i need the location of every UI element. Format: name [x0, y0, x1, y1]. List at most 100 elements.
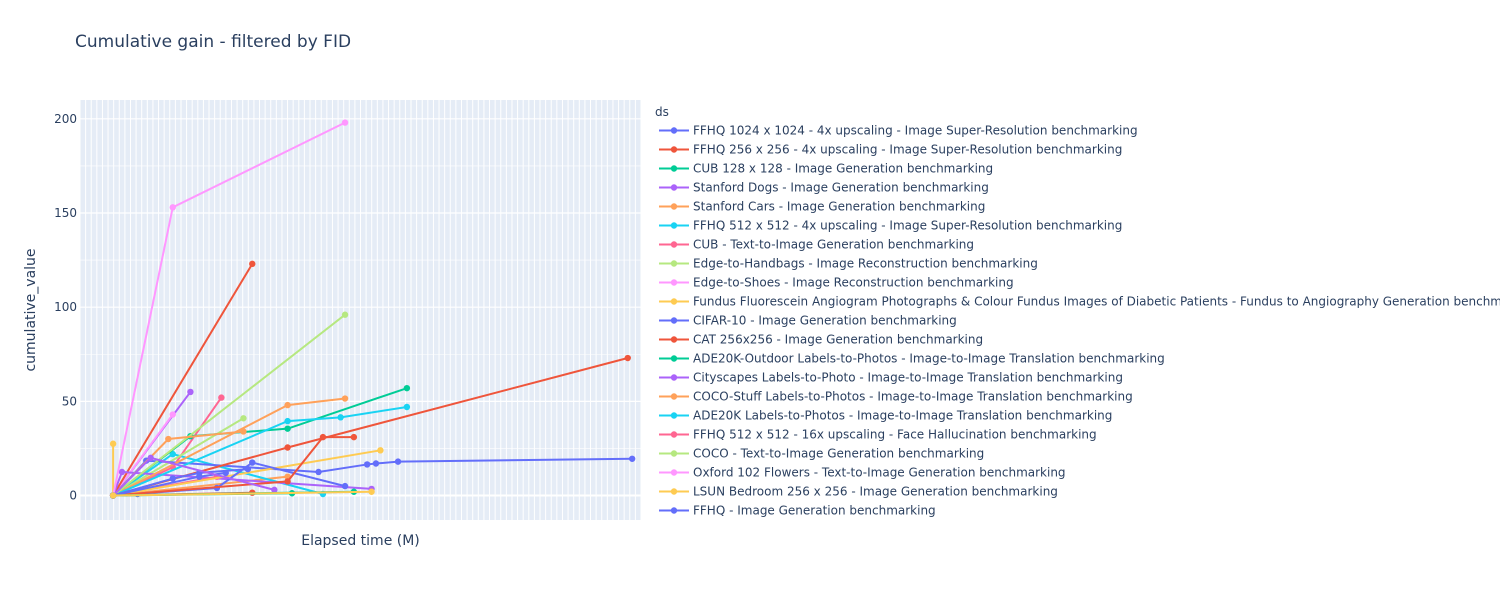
legend-label: FFHQ 1024 x 1024 - 4x upscaling - Image …	[693, 124, 1138, 138]
series-layer	[109, 119, 636, 499]
legend[interactable]: ds FFHQ 1024 x 1024 - 4x upscaling - Imag…	[655, 105, 1500, 518]
data-point	[403, 384, 411, 392]
y-tick-label: 150	[54, 206, 77, 220]
legend-marker	[670, 393, 678, 400]
data-point	[169, 450, 176, 458]
legend-marker	[670, 412, 678, 419]
legend-item[interactable]: FFHQ - Image Generation benchmarking	[659, 504, 936, 518]
legend-item[interactable]: COCO - Text-to-Image Generation benchmar…	[659, 447, 984, 461]
series-line	[112, 449, 381, 497]
series-line	[112, 406, 408, 497]
axes: 0 50 100 150 200 Elapsed time (M) cumulative_v…	[23, 112, 420, 549]
data-point	[284, 425, 291, 432]
legend-label: Stanford Cars - Image Generation benchma…	[693, 200, 985, 214]
legend-item[interactable]: FFHQ 256 x 256 - 4x upscaling - Image Su…	[659, 143, 1122, 157]
legend-marker	[670, 507, 678, 514]
legend-label: FFHQ 256 x 256 - 4x upscaling - Image Su…	[693, 143, 1122, 157]
legend-label: FFHQ 512 x 512 - 16x upscaling - Face Ha…	[693, 428, 1097, 442]
legend-item[interactable]: CIFAR-10 - Image Generation benchmarking	[659, 314, 957, 328]
legend-marker	[670, 431, 678, 438]
legend-label: COCO-Stuff Labels-to-Photos - Image-to-I…	[693, 390, 1133, 404]
legend-label: Edge-to-Shoes - Image Reconstruction ben…	[693, 276, 1014, 290]
data-point	[624, 354, 631, 362]
legend-marker	[670, 241, 678, 248]
data-point	[169, 475, 176, 482]
legend-label: CUB 128 x 128 - Image Generation benchma…	[693, 162, 993, 176]
data-point	[109, 492, 117, 499]
data-point	[284, 478, 291, 485]
legend-label: FFHQ - Image Generation benchmarking	[693, 504, 936, 518]
x-axis-title: Elapsed time (M)	[301, 533, 420, 549]
data-point	[372, 460, 380, 467]
legend-label: LSUN Bedroom 256 x 256 - Image Generatio…	[693, 485, 1058, 499]
legend-item[interactable]: Oxford 102 Flowers - Text-to-Image Gener…	[659, 466, 1066, 480]
data-point	[315, 468, 322, 476]
y-axis-title: cumulative_value	[23, 248, 39, 371]
y-tick-label: 100	[54, 300, 77, 314]
legend-item[interactable]: Stanford Cars - Image Generation benchma…	[659, 200, 985, 214]
legend-label: Edge-to-Handbags - Image Reconstruction …	[693, 257, 1038, 271]
y-tick-label: 200	[54, 112, 77, 126]
legend-item[interactable]: FFHQ 1024 x 1024 - 4x upscaling - Image …	[659, 124, 1138, 138]
legend-item[interactable]: Fundus Fluorescein Angiogram Photographs…	[659, 295, 1500, 309]
data-point	[368, 488, 375, 495]
data-point	[341, 395, 349, 402]
legend-item[interactable]: CAT 256x256 - Image Generation benchmark…	[659, 333, 983, 347]
data-point	[284, 401, 291, 409]
data-point	[377, 447, 384, 454]
legend-item[interactable]: COCO-Stuff Labels-to-Photos - Image-to-I…	[659, 390, 1133, 404]
legend-item[interactable]: Cityscapes Labels-to-Photo - Image-to-Im…	[659, 371, 1123, 385]
legend-marker	[670, 222, 678, 229]
legend-item[interactable]: FFHQ 512 x 512 - 16x upscaling - Face Ha…	[659, 428, 1097, 442]
legend-item[interactable]: FFHQ 512 x 512 - 4x upscaling - Image Su…	[659, 219, 1122, 233]
legend-item[interactable]: CUB 128 x 128 - Image Generation benchma…	[659, 162, 993, 176]
y-tick-label: 0	[69, 489, 77, 503]
data-point	[169, 411, 176, 418]
legend-label: ADE20K Labels-to-Photos - Image-to-Image…	[693, 409, 1112, 423]
legend-label: FFHQ 512 x 512 - 4x upscaling - Image Su…	[693, 219, 1122, 233]
legend-item[interactable]: ADE20K-Outdoor Labels-to-Photos - Image-…	[659, 352, 1165, 366]
data-point	[196, 473, 203, 480]
legend-label: COCO - Text-to-Image Generation benchmar…	[693, 447, 984, 461]
legend-marker	[670, 488, 678, 495]
series-line	[112, 413, 174, 497]
legend-item[interactable]: ADE20K Labels-to-Photos - Image-to-Image…	[659, 409, 1112, 423]
legend-item[interactable]: LSUN Bedroom 256 x 256 - Image Generatio…	[659, 485, 1058, 499]
legend-item[interactable]: Edge-to-Shoes - Image Reconstruction ben…	[659, 276, 1014, 290]
series-14	[109, 395, 349, 499]
data-point	[249, 459, 256, 466]
data-point	[341, 119, 349, 126]
legend-marker	[670, 355, 678, 362]
legend-marker	[670, 336, 678, 343]
data-point	[222, 469, 229, 477]
data-point	[147, 454, 154, 462]
data-point	[240, 415, 247, 422]
data-point	[363, 461, 371, 468]
legend-item[interactable]: Stanford Dogs - Image Generation benchma…	[659, 181, 989, 195]
data-point	[350, 433, 358, 441]
legend-title: ds	[655, 105, 669, 119]
data-point	[394, 458, 402, 465]
series-line	[113, 436, 354, 497]
legend-marker	[670, 450, 678, 457]
data-point	[271, 486, 278, 494]
series-line	[112, 417, 244, 497]
series-line	[113, 490, 372, 497]
legend-item[interactable]: Edge-to-Handbags - Image Reconstruction …	[659, 257, 1038, 271]
data-point	[165, 435, 172, 443]
legend-marker	[670, 469, 678, 476]
y-tick-label: 50	[62, 394, 77, 408]
legend-label: Stanford Dogs - Image Generation benchma…	[693, 181, 989, 195]
data-point	[118, 468, 126, 476]
chart-title: Cumulative gain - filtered by FID	[75, 32, 352, 52]
legend-marker	[670, 203, 678, 210]
legend-marker	[670, 298, 678, 305]
data-point	[341, 482, 349, 490]
legend-marker	[670, 374, 678, 381]
legend-marker	[670, 279, 678, 286]
legend-item[interactable]: CUB - Text-to-Image Generation benchmark…	[659, 238, 974, 252]
legend-marker	[670, 184, 678, 191]
data-point	[628, 455, 636, 462]
data-point	[187, 388, 194, 396]
